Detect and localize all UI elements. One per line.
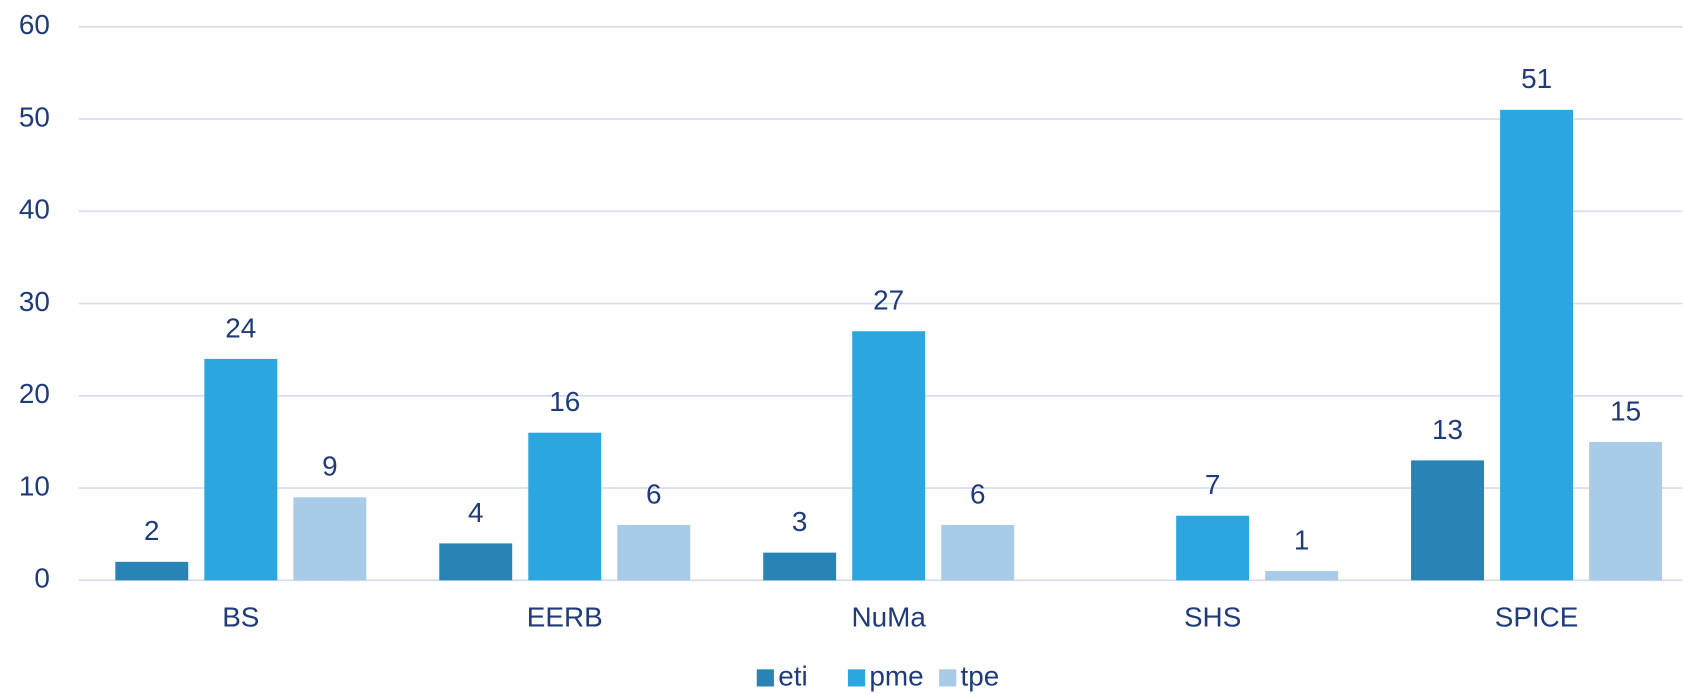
y-tick-label: 40 [19,194,50,225]
data-label: 7 [1205,469,1221,500]
legend-label: eti [778,660,807,691]
bar [115,561,189,581]
data-label: 3 [792,506,808,537]
bar [528,432,602,581]
y-tick-label: 50 [19,101,50,132]
bar [1589,441,1663,581]
x-tick-label: BS [222,601,259,632]
data-label: 2 [144,515,160,546]
bar [439,543,513,581]
data-label: 27 [873,285,904,316]
legend-swatch [756,669,774,687]
data-label: 1 [1294,524,1310,555]
y-tick-label: 60 [19,9,50,40]
bar [941,524,1015,581]
y-tick-label: 20 [19,378,50,409]
legend-swatch [939,669,957,687]
bar [617,524,691,581]
bar [1411,460,1485,581]
x-tick-label: SHS [1184,601,1241,632]
data-label: 13 [1432,414,1463,445]
legend-label: tpe [961,660,1000,691]
bar [1265,571,1339,581]
bar [204,358,278,581]
data-label: 6 [970,478,986,509]
data-label: 24 [225,312,256,343]
y-tick-label: 10 [19,470,50,501]
legend-swatch [847,669,866,687]
data-label: 16 [549,386,580,417]
bar [852,331,926,581]
data-label: 9 [322,451,338,482]
data-label: 51 [1521,63,1552,94]
x-tick-label: SPICE [1495,601,1579,632]
y-tick-label: 0 [34,563,50,594]
bar [293,497,367,581]
legend-label: pme [869,660,923,691]
data-label: 15 [1610,395,1641,426]
x-tick-label: NuMa [852,601,927,632]
bar [763,552,837,581]
bar [1500,109,1574,581]
data-label: 4 [468,497,484,528]
y-tick-label: 30 [19,286,50,317]
data-label: 6 [646,478,662,509]
bar [1176,515,1250,581]
x-tick-label: EERB [527,601,603,632]
